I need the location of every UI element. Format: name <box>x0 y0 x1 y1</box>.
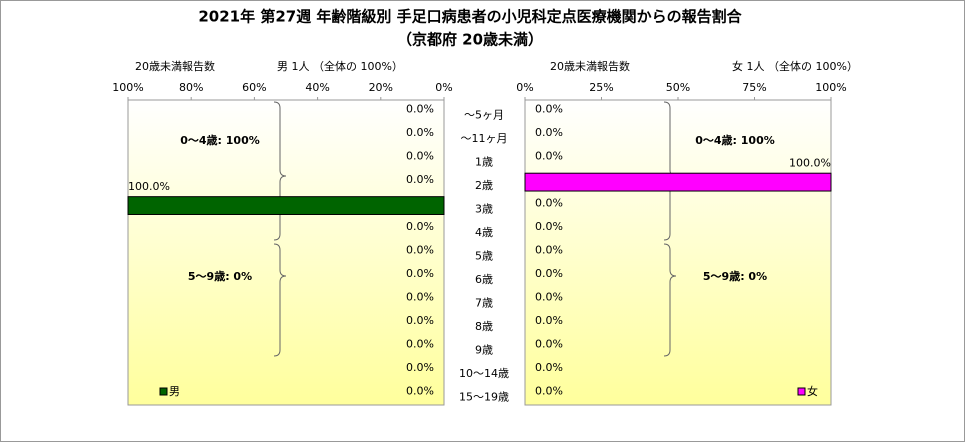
value-label: 0.0% <box>535 314 563 327</box>
brace <box>273 101 287 241</box>
category-label: 8歳 <box>475 320 493 333</box>
plot-area <box>524 99 832 406</box>
x-tick-label: 25% <box>589 81 613 94</box>
value-label: 0.0% <box>406 244 434 257</box>
value-label: 0.0% <box>535 361 563 374</box>
axis-caption: 女 1人 （全体の 100%） <box>732 59 858 73</box>
value-label: 0.0% <box>535 290 563 303</box>
value-label: 0.0% <box>535 384 563 397</box>
category-label: 5歳 <box>475 250 493 263</box>
value-label: 0.0% <box>406 150 434 163</box>
x-tick-label: 100% <box>815 81 846 94</box>
value-label: 0.0% <box>406 314 434 327</box>
value-label: 0.0% <box>406 220 434 233</box>
category-label: 1歳 <box>475 156 493 169</box>
annotation: 0～4歳: 100% <box>695 133 775 147</box>
x-tick-label: 100% <box>112 81 143 94</box>
category-label: 4歳 <box>475 226 493 239</box>
category-label: 15～19歳 <box>459 390 509 403</box>
category-label: 9歳 <box>475 343 493 356</box>
value-label: 0.0% <box>535 150 563 163</box>
category-label: ～11ヶ月 <box>461 132 508 145</box>
value-label: 100.0% <box>128 180 170 193</box>
axis-caption: 男 1人 （全体の 100%） <box>277 59 403 73</box>
category-label: 3歳 <box>475 203 493 216</box>
x-tick-label: 0% <box>516 81 533 94</box>
category-label: 6歳 <box>475 273 493 286</box>
annotation: 5～9歳: 0% <box>188 269 252 283</box>
annotation: 5～9歳: 0% <box>703 269 767 283</box>
category-label: 10～14歳 <box>459 367 509 380</box>
plot-area <box>127 99 445 406</box>
value-label: 0.0% <box>535 103 563 116</box>
brace <box>273 243 287 357</box>
value-label: 0.0% <box>406 267 434 280</box>
legend-label: 男 <box>169 385 180 398</box>
value-label: 0.0% <box>535 337 563 350</box>
x-tick-label: 20% <box>369 81 393 94</box>
brace <box>663 243 677 357</box>
value-label: 0.0% <box>535 244 563 257</box>
chart-title: 2021年 第27週 年齢階級別 手足口病患者の小児科定点医療機関からの報告割合 <box>198 8 742 26</box>
x-tick-label: 0% <box>435 81 452 94</box>
value-label: 0.0% <box>406 337 434 350</box>
category-label: 7歳 <box>475 296 493 309</box>
value-label: 0.0% <box>406 384 434 397</box>
bar <box>127 196 445 215</box>
value-label: 100.0% <box>789 156 831 169</box>
value-label: 0.0% <box>406 103 434 116</box>
value-label: 0.0% <box>535 220 563 233</box>
value-label: 0.0% <box>406 290 434 303</box>
category-label: 2歳 <box>475 179 493 192</box>
x-tick-label: 60% <box>242 81 266 94</box>
annotation: 0～4歳: 100% <box>180 133 260 147</box>
legend-label: 女 <box>807 384 818 398</box>
x-tick-label: 50% <box>666 81 690 94</box>
x-tick-label: 40% <box>305 81 329 94</box>
x-tick-label: 80% <box>179 81 203 94</box>
value-label: 0.0% <box>535 267 563 280</box>
value-label: 0.0% <box>406 361 434 374</box>
x-tick-label: 75% <box>742 81 766 94</box>
axis-caption: 20歳未満報告数 <box>135 60 215 73</box>
legend-swatch <box>159 387 168 396</box>
legend-swatch <box>797 387 806 396</box>
chart-subtitle: （京都府 20歳未満） <box>397 31 543 49</box>
axis-caption: 20歳未満報告数 <box>550 60 630 73</box>
value-label: 0.0% <box>535 197 563 210</box>
value-label: 0.0% <box>535 126 563 139</box>
value-label: 0.0% <box>406 173 434 186</box>
category-label: ～5ヶ月 <box>464 109 504 122</box>
value-label: 0.0% <box>406 126 434 139</box>
bar <box>524 172 832 192</box>
